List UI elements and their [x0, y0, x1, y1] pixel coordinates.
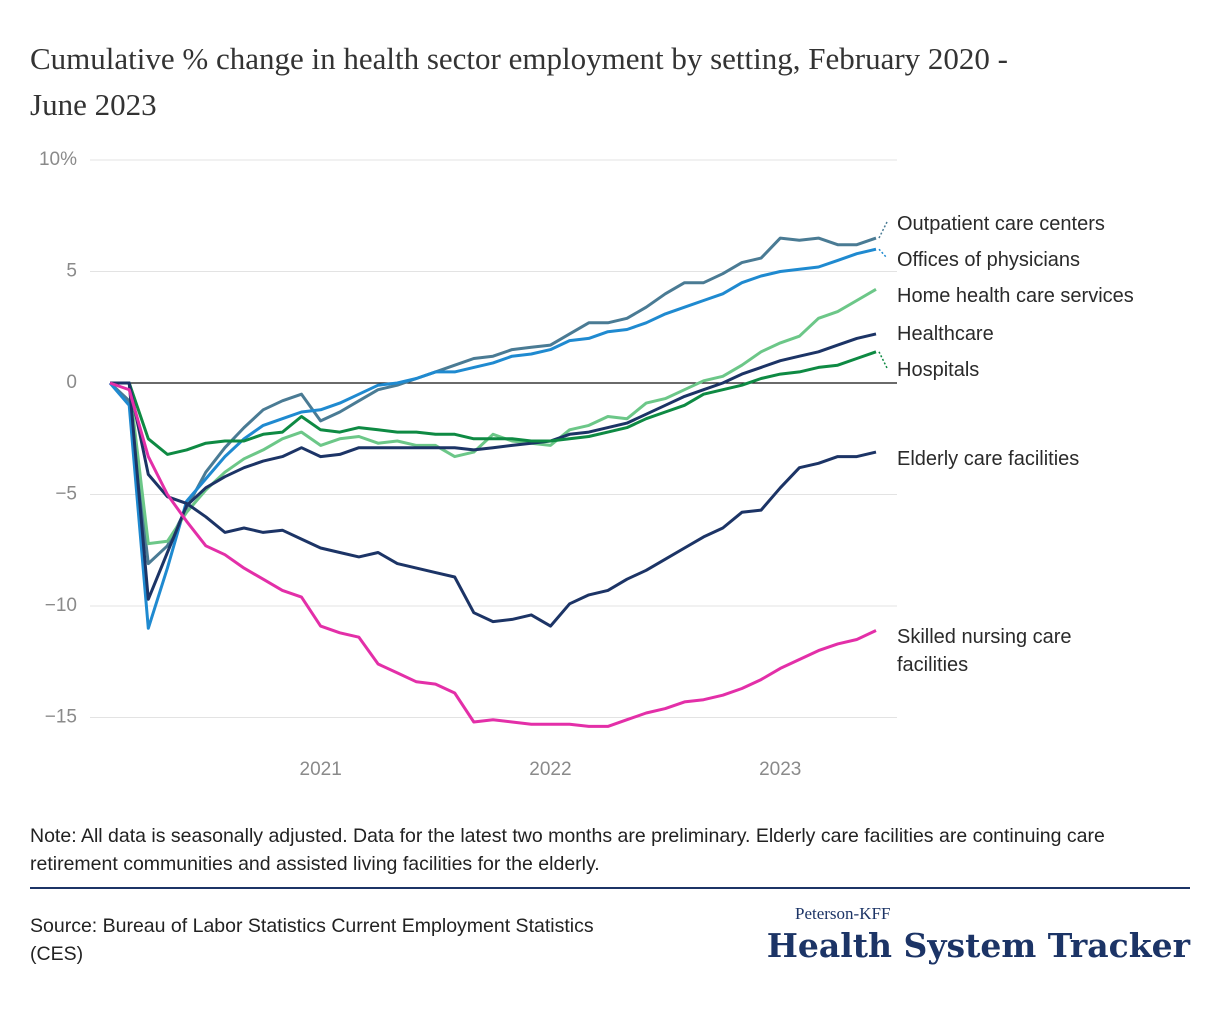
- series-line: [110, 350, 877, 456]
- y-tick-label: −5: [55, 484, 77, 505]
- y-tick-label: 0: [66, 372, 77, 393]
- x-tick-label: 2022: [529, 759, 571, 780]
- series-label: Skilled nursing care facilities: [897, 626, 1072, 676]
- label-leader: [878, 248, 888, 259]
- x-tick-label: 2021: [300, 759, 342, 780]
- series-line: [108, 236, 877, 566]
- series-line: [109, 381, 877, 728]
- y-tick-label: 10%: [39, 149, 77, 170]
- series-line: [110, 332, 877, 601]
- label-leader: [878, 221, 888, 239]
- brand-top: Peterson-KFF: [795, 904, 891, 923]
- series-label: Outpatient care centers: [897, 213, 1105, 235]
- brand-name: Health System Tracker: [766, 926, 1190, 965]
- divider: [30, 887, 1190, 889]
- chart: 10% 5 0 −5 −10 −15 2021 2022 2023: [39, 149, 897, 780]
- x-tick-label: 2023: [759, 759, 801, 780]
- label-leader: [878, 351, 888, 369]
- source: Source: Bureau of Labor Statistics Curre…: [30, 915, 594, 965]
- series-label: Home health care services: [897, 285, 1134, 307]
- series-label: Elderly care facilities: [897, 448, 1080, 470]
- series-line: [108, 247, 877, 630]
- series-line: [110, 288, 877, 546]
- series-line: [110, 381, 877, 628]
- series-label: Hospitals: [897, 359, 980, 381]
- note: Note: All data is seasonally adjusted. D…: [30, 825, 1105, 875]
- y-tick-label: 5: [66, 261, 77, 282]
- chart-title: Cumulative % change in health sector emp…: [30, 41, 1008, 122]
- y-tick-label: −10: [45, 595, 77, 616]
- series-label: Healthcare: [897, 323, 994, 345]
- series-label: Offices of physicians: [897, 249, 1081, 271]
- y-tick-label: −15: [45, 707, 77, 728]
